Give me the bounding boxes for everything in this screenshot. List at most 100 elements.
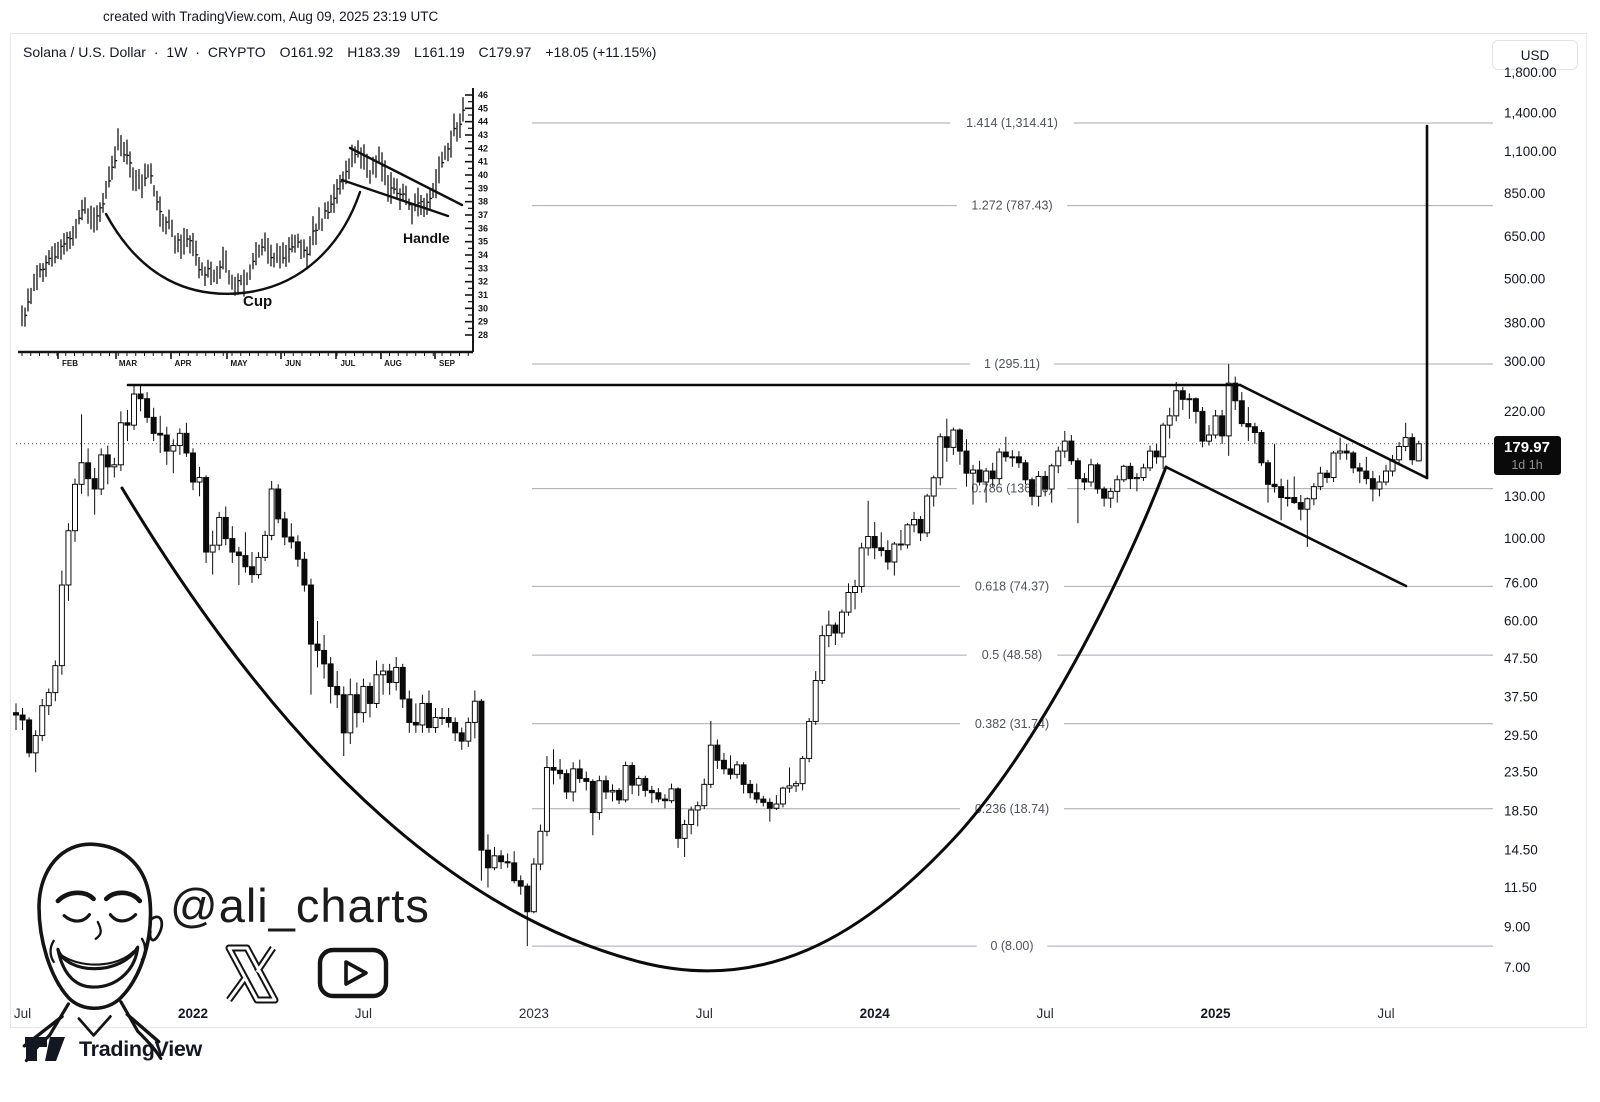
candle-body xyxy=(1310,486,1317,500)
inset-price-label: 38 xyxy=(478,197,488,207)
candle-body xyxy=(583,778,590,782)
candlestick-series xyxy=(13,364,1422,947)
cup-and-handle-drawing[interactable] xyxy=(120,124,1429,973)
candle-body xyxy=(170,445,177,452)
candle-body xyxy=(504,861,511,864)
price-badge-countdown: 1d 1h xyxy=(1511,458,1542,472)
candle-body xyxy=(471,700,478,723)
candle-body xyxy=(576,768,583,780)
candle-body xyxy=(1265,462,1272,485)
inset-month-label: MAR xyxy=(119,359,137,368)
candle-body xyxy=(458,732,465,742)
inset-handle-label: Handle xyxy=(403,230,450,246)
candle-body xyxy=(727,768,734,775)
inset-month-label: JUN xyxy=(285,359,301,368)
currency-toggle-button[interactable]: USD xyxy=(1492,40,1578,70)
candle-body xyxy=(275,488,282,520)
interval-label[interactable]: 1W xyxy=(166,44,188,60)
candle-body xyxy=(176,432,183,447)
candle-body xyxy=(956,429,963,452)
price-axis[interactable]: 1,800.00 1,400.00 1,100.00 850.00 650.00 500.… xyxy=(1504,65,1557,975)
inset-price-label: 36 xyxy=(478,223,488,233)
candle-body xyxy=(760,798,767,803)
candle-body xyxy=(1022,462,1029,481)
youtube-play-triangle xyxy=(344,960,368,986)
price-axis-label: 130.00 xyxy=(1504,489,1545,504)
candle-body xyxy=(216,516,223,546)
candle-body xyxy=(891,543,898,563)
price-axis-label: 23.50 xyxy=(1504,765,1538,780)
eyebrow-right xyxy=(103,890,143,904)
candle-body xyxy=(465,721,472,742)
candle-body xyxy=(314,643,321,651)
candle-body xyxy=(897,543,904,546)
candle-body xyxy=(701,783,708,807)
cheek-line-left xyxy=(49,939,55,964)
change-label: +18.05 (+11.15%) xyxy=(545,44,657,60)
symbol-name[interactable]: Solana / U.S. Dollar xyxy=(23,44,146,60)
cup-arc xyxy=(120,465,1168,973)
candle-body xyxy=(1219,415,1226,437)
candle-body xyxy=(1160,424,1167,458)
candle-body xyxy=(550,767,557,771)
candle-body xyxy=(1186,398,1193,401)
candle-body xyxy=(71,483,78,532)
candle-body xyxy=(39,705,46,737)
candle-body xyxy=(1363,470,1370,480)
fib-label: 0.5 (48.58) xyxy=(982,648,1042,662)
inset-price-label: 35 xyxy=(478,237,488,247)
candle-body xyxy=(1074,460,1081,480)
candle-body xyxy=(1317,472,1324,488)
tradingview-logo[interactable]: TradingView xyxy=(24,1034,202,1064)
candle-body xyxy=(793,783,800,787)
candle-body xyxy=(91,478,98,490)
time-axis-label: 2025 xyxy=(1201,1006,1232,1021)
candle-body xyxy=(1376,481,1383,490)
candle-body xyxy=(707,744,714,785)
candle-body xyxy=(655,792,662,800)
candle-body xyxy=(150,416,157,434)
candle-body xyxy=(1324,472,1330,479)
candle-body xyxy=(1173,390,1180,417)
cheek-line-right xyxy=(140,937,147,961)
inset-handle-upper-line xyxy=(348,146,464,207)
inset-month-label: SEP xyxy=(439,359,456,368)
candle-body xyxy=(484,849,491,869)
price-axis-label: 1,100.00 xyxy=(1504,144,1557,159)
candle-body xyxy=(720,759,727,770)
header-sep2: · xyxy=(195,44,200,60)
candle-body xyxy=(970,469,977,474)
candle-body xyxy=(622,765,629,801)
inset-price-label: 45 xyxy=(478,103,488,113)
candle-body xyxy=(1101,488,1108,499)
candle-body xyxy=(353,694,360,714)
candle-body xyxy=(1350,452,1357,469)
inset-price-label: 39 xyxy=(478,183,488,193)
candle-body xyxy=(104,454,111,468)
candle-body xyxy=(78,462,85,485)
candle-body xyxy=(1094,464,1101,490)
candle-body xyxy=(845,591,852,613)
candle-body xyxy=(255,556,262,576)
price-axis-label: 100.00 xyxy=(1504,531,1545,546)
candle-body xyxy=(943,436,950,448)
candle-body xyxy=(1061,440,1068,452)
candle-body xyxy=(747,783,754,794)
symbol-header: Solana / U.S. Dollar · 1W · CRYPTO O161.… xyxy=(23,44,660,60)
artist-handle-text: @ali_charts xyxy=(170,879,430,932)
inset-price-label: 31 xyxy=(478,290,488,300)
candle-body xyxy=(1271,483,1278,488)
candle-body xyxy=(432,716,439,729)
candle-body xyxy=(517,880,524,887)
candle-body xyxy=(1114,479,1121,492)
candle-body xyxy=(196,477,203,483)
candle-body xyxy=(1382,470,1389,483)
time-axis[interactable]: Jul 2022 Jul 2023 Jul 2024 Jul 2025 Jul xyxy=(14,1006,1395,1021)
inset-price-label: 29 xyxy=(478,317,488,327)
candle-body xyxy=(530,863,537,913)
candle-body xyxy=(1402,437,1409,447)
price-axis-label: 1,800.00 xyxy=(1504,65,1557,80)
tradingview-logo-text: TradingView xyxy=(79,1036,202,1061)
candle-body xyxy=(1107,490,1114,499)
price-badge-bg xyxy=(1494,436,1561,475)
